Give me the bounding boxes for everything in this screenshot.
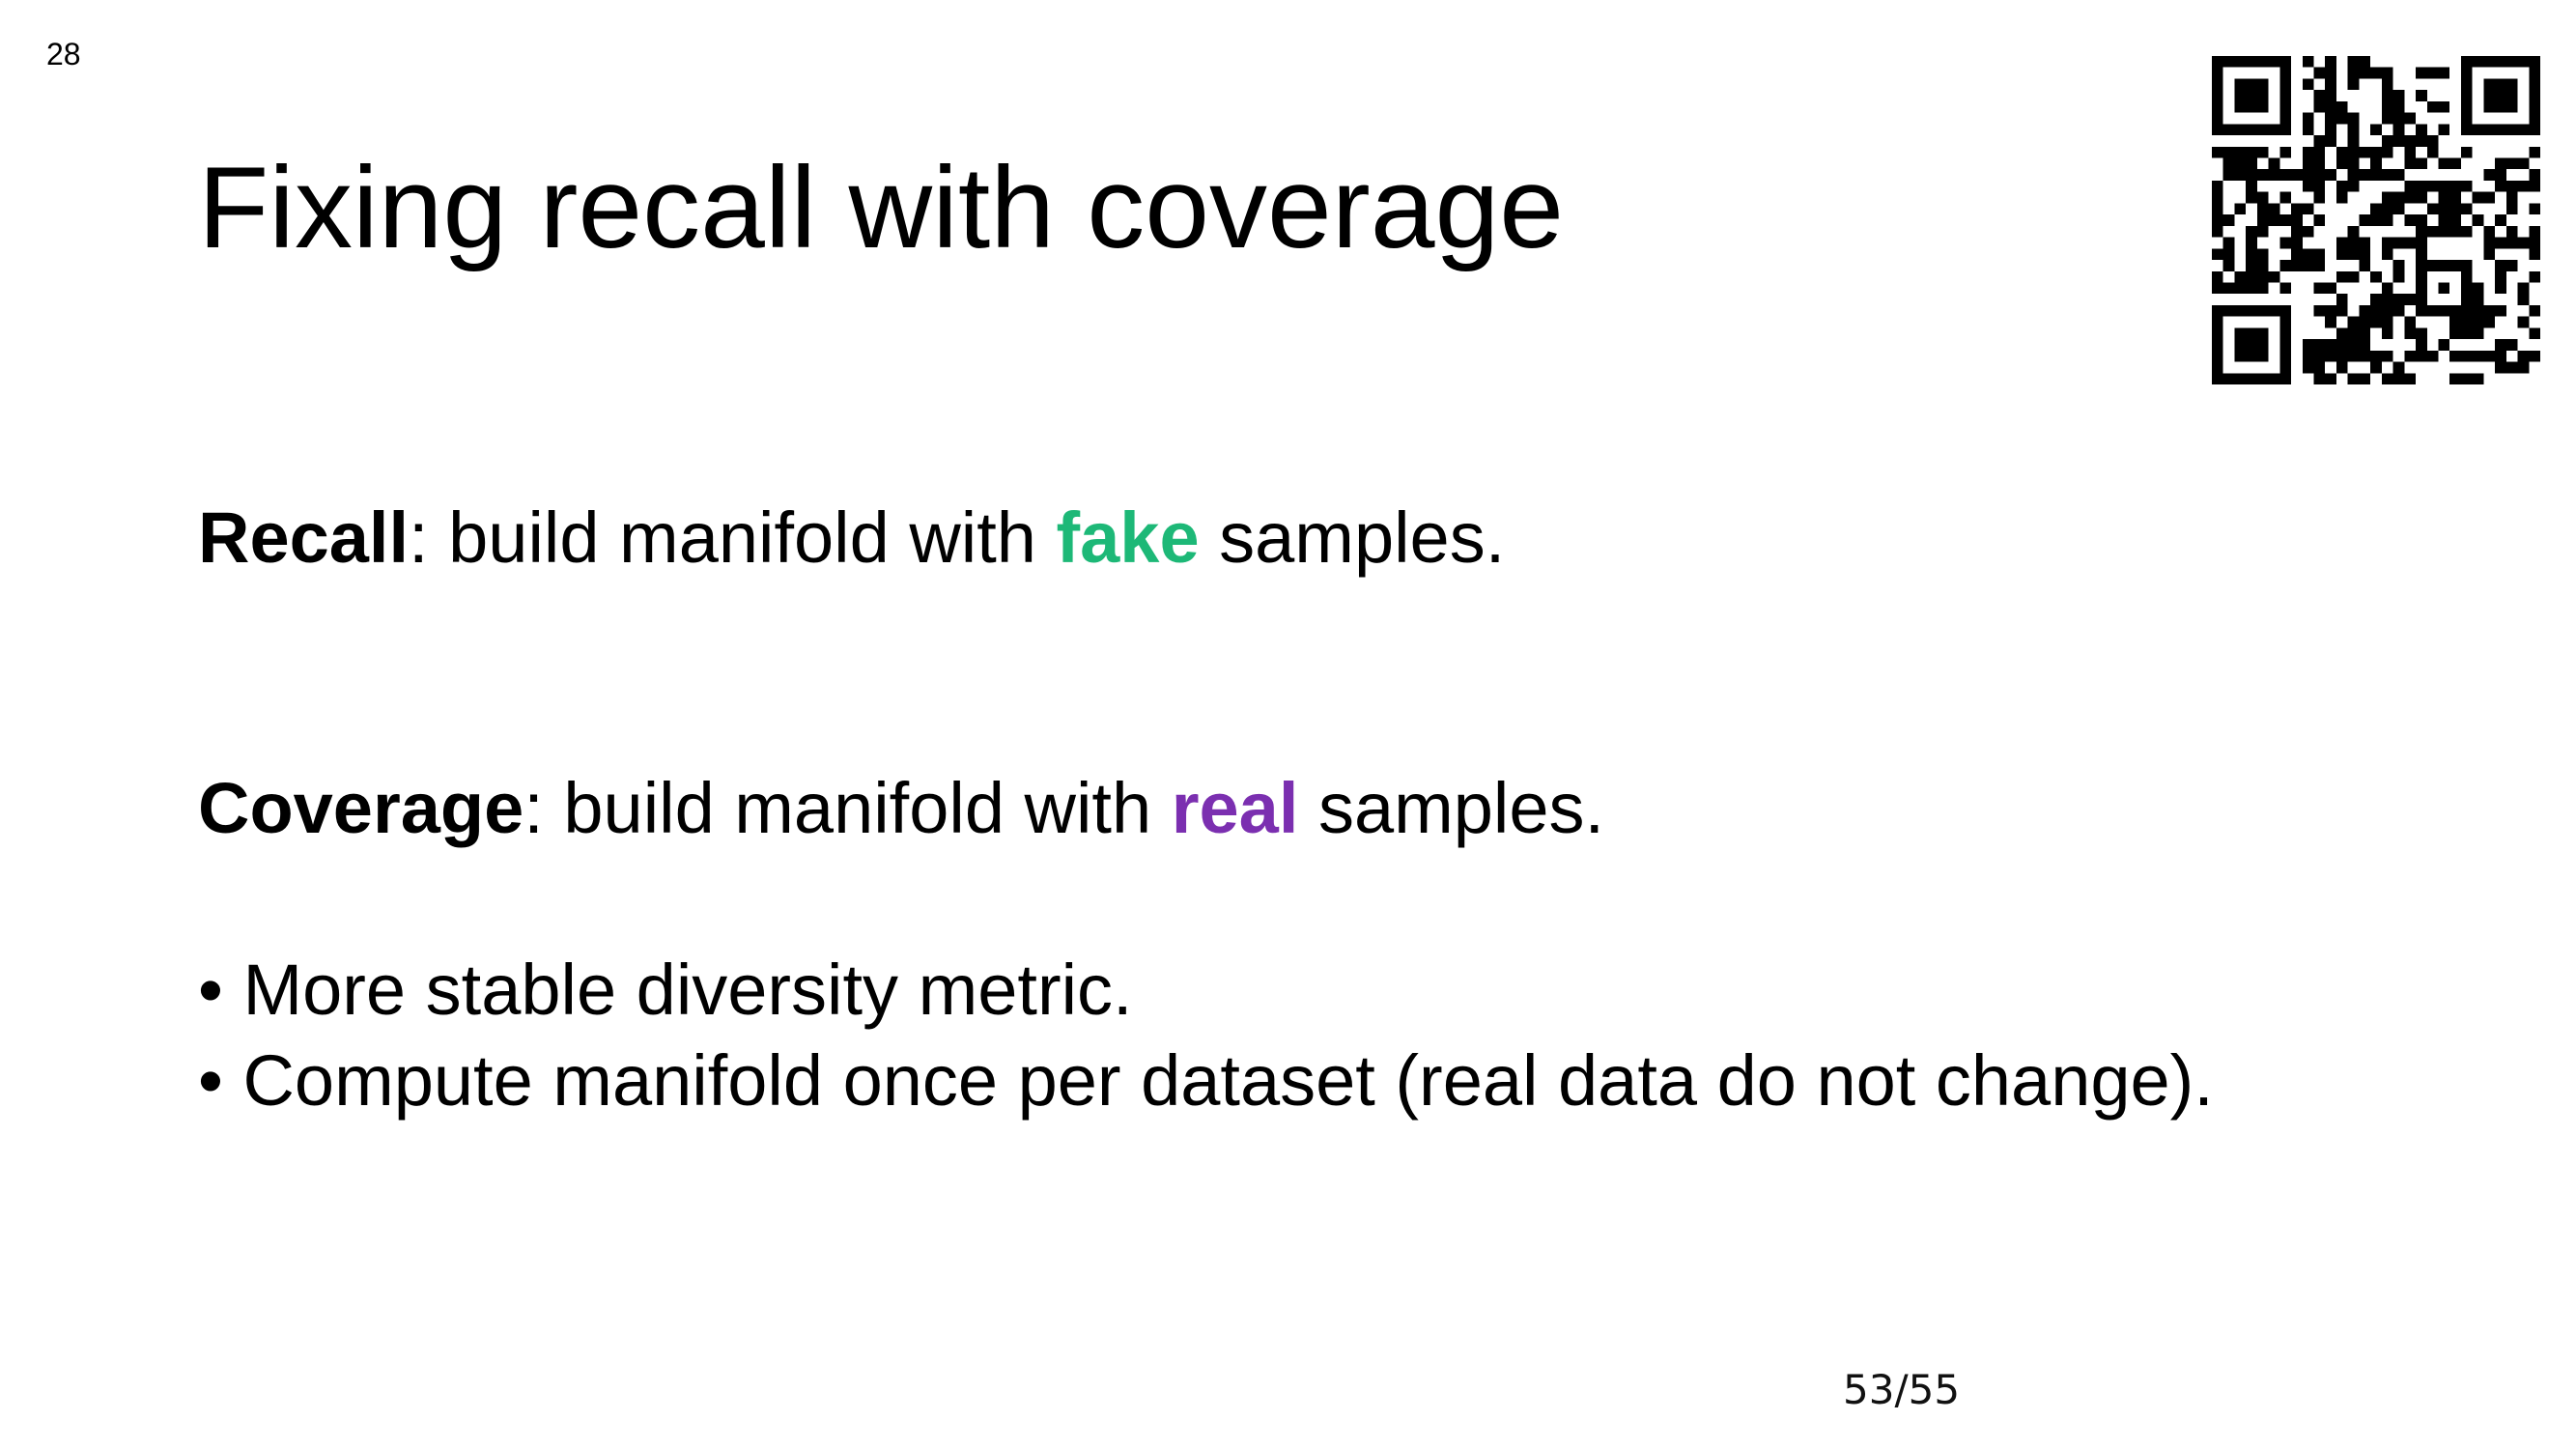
coverage-line: Coverage: build manifold with real sampl… bbox=[198, 773, 1604, 844]
bullet-marker: • bbox=[198, 1040, 223, 1121]
coverage-text-before: : build manifold with bbox=[524, 768, 1172, 848]
bullet-text: More stable diversity metric. bbox=[242, 950, 1133, 1030]
page-title: Fixing recall with coverage bbox=[198, 143, 1564, 272]
bullet-text: Compute manifold once per dataset (real … bbox=[242, 1040, 2214, 1121]
bullet-marker: • bbox=[198, 950, 223, 1030]
recall-line: Recall: build manifold with fake samples… bbox=[198, 502, 1505, 574]
recall-text-before: : build manifold with bbox=[409, 497, 1057, 578]
page-counter: 53/55 bbox=[1843, 1366, 1961, 1413]
bullet-item: • Compute manifold once per dataset (rea… bbox=[198, 1045, 2214, 1117]
bullet-item: • More stable diversity metric. bbox=[198, 954, 1133, 1026]
real-highlight: real bbox=[1171, 768, 1299, 848]
recall-text-after: samples. bbox=[1199, 497, 1506, 578]
coverage-text-after: samples. bbox=[1298, 768, 1605, 848]
qr-code-icon bbox=[2212, 56, 2540, 384]
coverage-term: Coverage bbox=[198, 768, 524, 848]
recall-term: Recall bbox=[198, 497, 410, 578]
slide-number: 28 bbox=[46, 37, 81, 71]
fake-highlight: fake bbox=[1056, 497, 1200, 578]
